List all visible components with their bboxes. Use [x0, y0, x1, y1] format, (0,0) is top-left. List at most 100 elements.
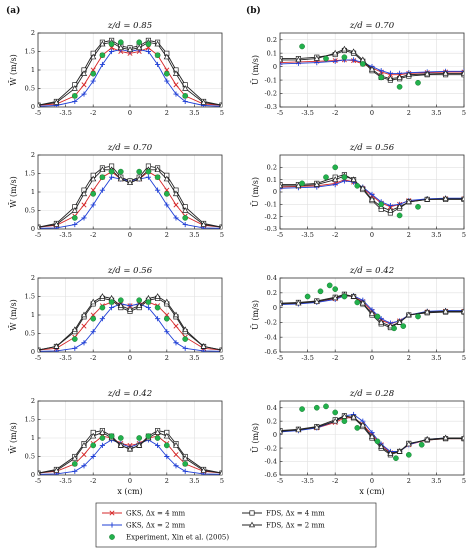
- data-point: [80, 441, 88, 448]
- data-point: [71, 215, 78, 221]
- data-point: [405, 440, 412, 447]
- data-point: [99, 442, 105, 448]
- y-axis-label: Ū (m/s): [251, 300, 260, 330]
- data-point: [117, 175, 124, 182]
- data-point: [90, 298, 97, 305]
- data-point: [164, 202, 170, 208]
- data-point: [81, 215, 87, 221]
- data-point: [182, 345, 188, 351]
- data-point: [163, 175, 170, 182]
- x-tick-label: -5: [35, 354, 41, 362]
- y-axis-label: Ū (m/s): [251, 423, 260, 453]
- data-point: [90, 329, 96, 335]
- data-point: [182, 85, 189, 91]
- data-point: [173, 452, 179, 458]
- data-point: [460, 195, 464, 202]
- data-point: [182, 468, 188, 474]
- x-tick-label: -5: [277, 109, 283, 117]
- data-point: [117, 44, 124, 51]
- x-tick-label: 2: [407, 231, 411, 239]
- data-point: [354, 182, 361, 189]
- x-tick-label: 5: [462, 109, 466, 117]
- data-point: [99, 187, 105, 193]
- data-point: [460, 434, 464, 441]
- legend-entry: FDS, Δx = 2 mm: [242, 522, 325, 530]
- data-point: [304, 293, 311, 300]
- data-point: [126, 445, 134, 452]
- chart-title: z/d = 0.28: [349, 389, 395, 399]
- legend-label: FDS, Δx = 2 mm: [266, 522, 325, 530]
- data-point: [99, 429, 106, 435]
- y-axis-label: W̄ (m/s): [9, 299, 18, 330]
- data-point: [108, 299, 115, 305]
- data-point: [81, 452, 87, 458]
- data-point: [182, 461, 189, 467]
- data-point: [109, 174, 115, 180]
- data-point: [163, 70, 170, 77]
- series-layer: [280, 164, 464, 219]
- y-tick-label: 0.2: [267, 289, 277, 297]
- data-point: [442, 195, 449, 202]
- data-point: [154, 304, 161, 311]
- chart-panel: -5 -3.5 -2 0 2 3.5 5 -0.6 -0.4 -0.2 0 0.2 0.4 z/d = 0…: [251, 266, 466, 362]
- data-point: [154, 40, 161, 47]
- y-tick-label: 0.5: [25, 85, 35, 93]
- x-tick-label: 0: [370, 354, 374, 362]
- data-point: [136, 297, 143, 304]
- x-tick-label: -3.5: [301, 477, 314, 485]
- data-point: [295, 182, 302, 189]
- data-point: [280, 56, 284, 63]
- y-tick-label: -0.3: [264, 103, 277, 111]
- data-point: [154, 293, 161, 299]
- y-tick-label: 2: [31, 29, 35, 37]
- data-point: [313, 404, 320, 411]
- data-point: [99, 435, 106, 441]
- data-point: [154, 166, 161, 173]
- series-^: [38, 166, 222, 229]
- y-tick-label: -0.2: [264, 444, 277, 452]
- data-point: [108, 168, 115, 175]
- data-point: [351, 57, 357, 63]
- x-tick-label: -3.5: [301, 231, 314, 239]
- data-point: [200, 99, 207, 105]
- series-o: [71, 39, 189, 99]
- y-axis-label: W̄ (m/s): [9, 176, 18, 207]
- y-tick-label: 0.5: [25, 207, 35, 215]
- data-point: [396, 203, 403, 210]
- series-o: [71, 168, 189, 221]
- y-tick-label: 0.5: [25, 330, 35, 338]
- x-tick-label: 2: [407, 109, 411, 117]
- data-point: [442, 434, 449, 441]
- data-point: [126, 306, 134, 312]
- x-tick-label: 5: [220, 354, 224, 362]
- x-tick-label: 5: [462, 354, 466, 362]
- x-tick-label: -2: [332, 477, 338, 485]
- panel-label-b: (b): [246, 5, 261, 16]
- legend-entry: Experiment, Xin et al. (2005): [109, 534, 229, 542]
- y-tick-label: 0.2: [267, 417, 277, 425]
- y-tick-label: -0.2: [264, 319, 277, 327]
- y-tick-label: -0.1: [264, 201, 277, 209]
- series-layer: [280, 403, 464, 462]
- x-tick-label: 3.5: [431, 231, 441, 239]
- chart-panel: -5 -3.5 -2 0 2 3.5 5 -0.3 -0.2 -0.1 0 0.1 0.2 z/d = 0…: [251, 21, 466, 117]
- data-point: [332, 49, 339, 56]
- series-o: [304, 282, 421, 332]
- data-point: [341, 54, 348, 61]
- series-layer: [38, 428, 222, 475]
- y-tick-label: -0.1: [264, 76, 277, 84]
- data-point: [200, 221, 207, 227]
- legend-entry: GKS, Δx = 2 mm: [102, 522, 185, 530]
- data-point: [173, 323, 179, 329]
- series-o: [299, 43, 421, 90]
- data-point: [81, 323, 87, 329]
- y-tick-label: 0: [31, 471, 35, 479]
- data-point: [99, 174, 106, 181]
- y-tick-label: 0: [31, 225, 35, 233]
- y-tick-label: 1.5: [25, 416, 35, 424]
- x-tick-label: 5: [220, 231, 224, 239]
- data-point: [299, 406, 305, 412]
- data-point: [99, 166, 106, 173]
- x-axis-label: x (cm): [359, 487, 384, 496]
